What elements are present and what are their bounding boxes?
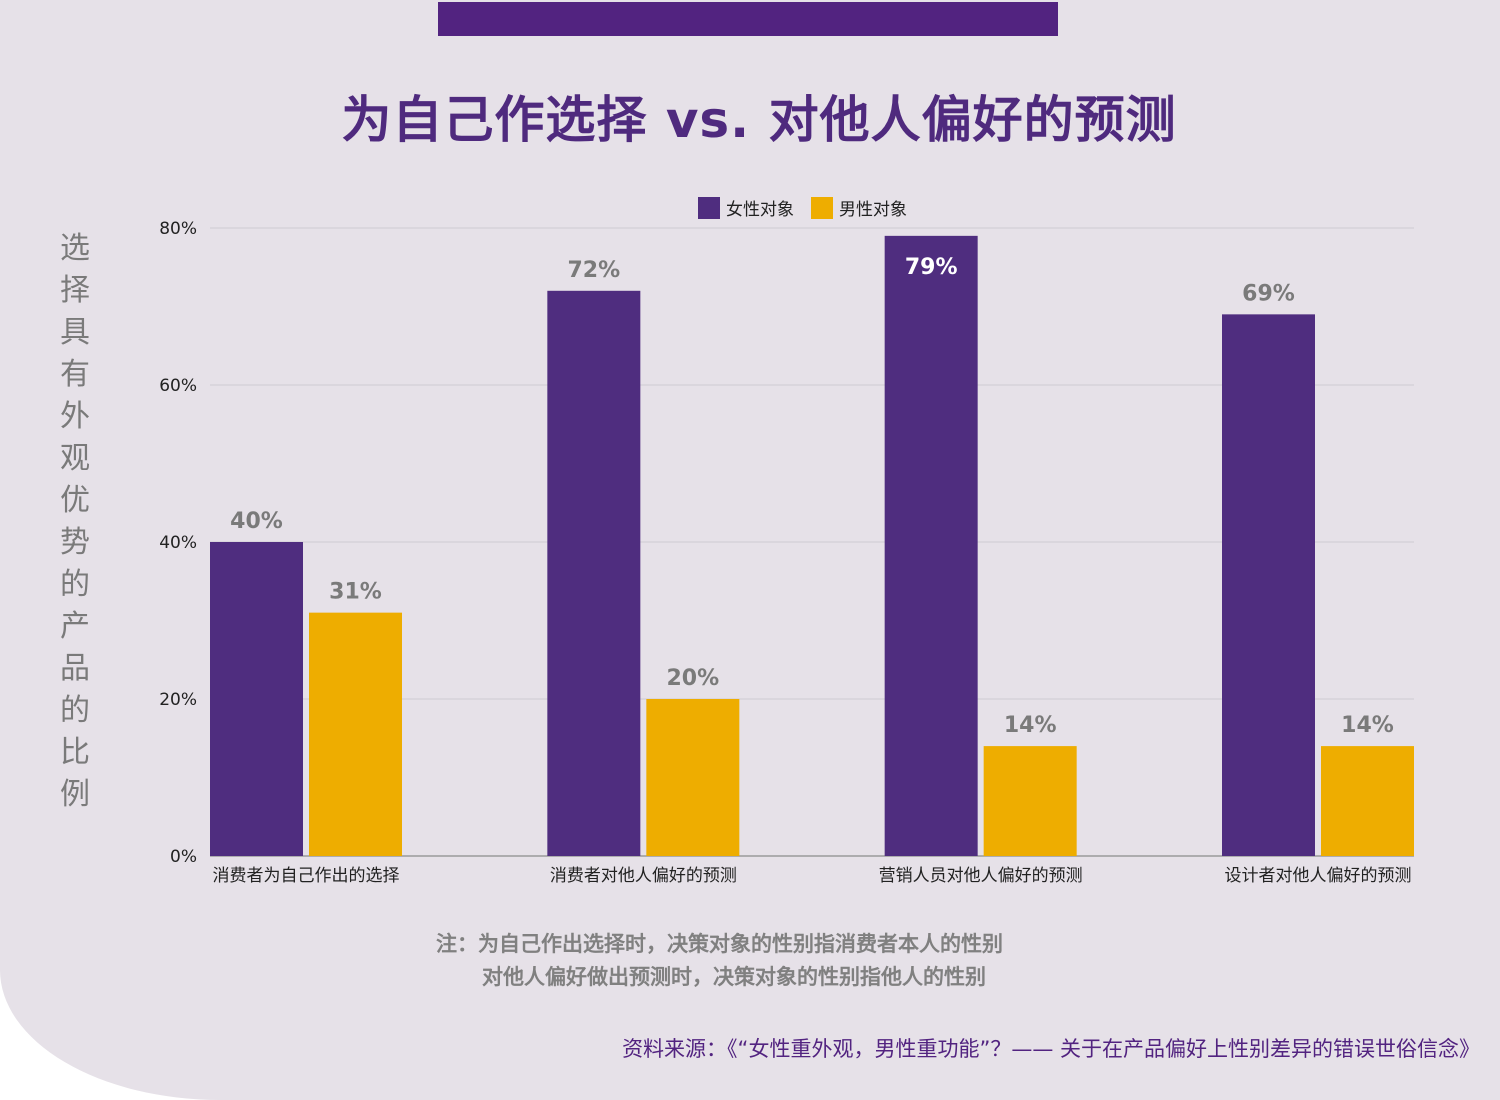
y-tick-label: 0%: [170, 847, 197, 867]
y-axis-label-char: 产: [60, 609, 90, 644]
y-tick-label: 80%: [159, 219, 197, 239]
y-axis-label-char: 优: [60, 483, 90, 518]
top-accent-bar: [438, 2, 1058, 36]
legend-swatch-female: [698, 196, 720, 219]
bar-male: [983, 746, 1077, 856]
y-axis-label-char: 择: [60, 273, 90, 308]
footnote-line-2: 对他人偏好做出预测时，决策对象的性别指他人的性别: [482, 965, 986, 989]
x-category-label: 设计者对他人偏好的预测: [1225, 866, 1412, 886]
y-axis-label-char: 外: [60, 399, 90, 434]
data-label: 31%: [329, 580, 382, 605]
legend-swatch-male: [811, 196, 833, 219]
chart-title: 为自己作选择 vs. 对他人偏好的预测: [341, 91, 1177, 149]
legend-label-female: 女性对象: [726, 200, 794, 220]
y-axis-label-char: 选: [60, 231, 90, 266]
data-label: 69%: [1242, 281, 1295, 306]
y-axis-label-char: 的: [60, 567, 90, 602]
data-label: 14%: [1004, 713, 1057, 738]
footnote: 注：为自己作出选择时，决策对象的性别指消费者本人的性别 对他人偏好做出预测时，决…: [436, 928, 1003, 994]
y-axis-label-char: 具: [60, 315, 90, 350]
data-label: 79%: [905, 255, 958, 280]
legend: 女性对象 男性对象: [698, 195, 924, 220]
x-category-label: 消费者对他人偏好的预测: [550, 866, 737, 886]
legend-label-male: 男性对象: [839, 200, 907, 220]
y-axis-label-char: 有: [60, 357, 90, 392]
y-tick-label: 40%: [159, 533, 197, 553]
bar-female: [1222, 314, 1315, 857]
y-tick-label: 20%: [159, 690, 197, 710]
y-tick-label: 60%: [159, 376, 197, 396]
bar-female: [210, 542, 303, 856]
y-axis-label-char: 势: [60, 525, 90, 560]
data-label: 14%: [1341, 713, 1394, 738]
y-axis-label-char: 的: [60, 693, 90, 728]
legend-item-male: 男性对象: [811, 195, 907, 220]
x-category-label: 营销人员对他人偏好的预测: [879, 866, 1083, 886]
data-label: 20%: [666, 666, 719, 691]
legend-item-female: 女性对象: [698, 195, 794, 220]
x-category-label: 消费者为自己作出的选择: [213, 866, 400, 886]
bar-female: [884, 235, 978, 857]
data-label: 40%: [230, 509, 283, 534]
footnote-line-1: 注：为自己作出选择时，决策对象的性别指消费者本人的性别: [436, 932, 1003, 956]
y-axis-label-char: 观: [60, 441, 90, 476]
y-axis-label-char: 比: [60, 735, 90, 770]
data-label: 72%: [567, 258, 620, 283]
y-axis-label: 选择具有外观优势的产品的比例: [54, 228, 96, 816]
y-axis-label-char: 例: [60, 777, 90, 812]
bar-male: [309, 612, 402, 856]
y-axis-label-char: 品: [60, 651, 90, 686]
source-citation: 资料来源：《“女性重外观，男性重功能”？—— 关于在产品偏好上性别差异的错误世俗…: [622, 1037, 1480, 1061]
bar-male: [1321, 746, 1414, 856]
bar-male: [646, 699, 740, 856]
bar-female: [547, 290, 641, 856]
